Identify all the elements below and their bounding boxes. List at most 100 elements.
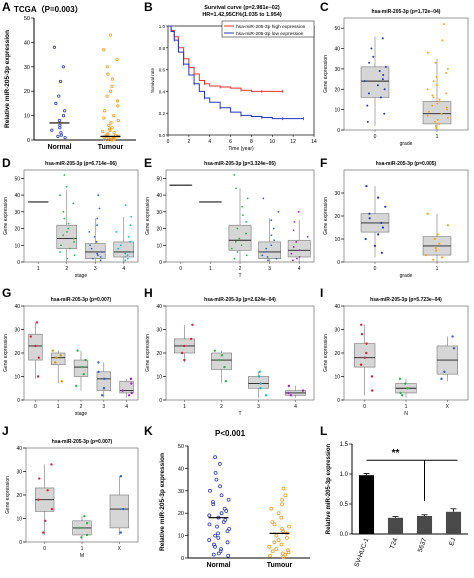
data-point: [440, 377, 443, 381]
data-point: [259, 382, 262, 385]
data-point: [219, 547, 223, 551]
panel-label-b: B: [144, 0, 153, 14]
data-point: [289, 394, 293, 397]
data-point: [270, 244, 273, 247]
data-point: [443, 370, 446, 373]
data-point: [384, 65, 387, 68]
data-point: [281, 529, 285, 534]
data-point: [262, 197, 265, 200]
data-point: [129, 377, 133, 381]
data-point: [51, 349, 54, 352]
data-point: [401, 394, 404, 397]
data-point: [274, 533, 279, 538]
data-point: [281, 554, 286, 559]
data-point: [432, 80, 435, 83]
data-point: [399, 391, 402, 395]
data-point: [110, 138, 114, 142]
x-tick-label: X: [446, 404, 450, 410]
data-point: [116, 104, 120, 108]
data-point: [287, 384, 291, 388]
y-tick-label: 0.8: [159, 46, 166, 51]
data-point: [211, 502, 216, 507]
x-tick-label: Tumour: [267, 562, 293, 569]
data-point: [130, 391, 133, 395]
panel-label-l: L: [320, 424, 328, 438]
data-point: [82, 372, 86, 376]
data-point: [436, 233, 439, 236]
data-point: [215, 524, 219, 529]
data-point: [218, 358, 221, 362]
box-iqr: [73, 359, 89, 377]
data-point: [259, 387, 262, 390]
data-point: [226, 497, 231, 502]
data-point: [257, 375, 261, 378]
x-tick-label: 0: [363, 404, 366, 410]
data-point: [115, 57, 119, 62]
y-tick-label: 50: [24, 16, 30, 22]
data-point: [384, 205, 387, 208]
chart-h: 0 10 20 30 40 Gene expression hsa-miR-205-3p (…: [145, 297, 315, 417]
data-point: [97, 370, 100, 373]
data-point: [283, 552, 288, 557]
y-tick-label: 0: [19, 540, 22, 546]
y-tick-label: 30: [24, 65, 30, 71]
x-tick-label: Tumour: [98, 144, 124, 151]
panel-c: 0 10 20 30 40 50 Gene expression hsa-miR-205-3p…: [318, 0, 474, 154]
data-point: [438, 100, 441, 103]
y-tick-label: 10: [14, 375, 20, 381]
x-tick-label: Normal: [47, 144, 71, 151]
x-tick-label: 6: [229, 139, 232, 145]
data-point: [117, 247, 120, 250]
data-point: [360, 333, 364, 336]
y-tick-label: 40: [14, 304, 20, 310]
data-point: [293, 220, 296, 223]
data-point: [108, 33, 112, 37]
x-tick-label: 2: [65, 266, 68, 272]
chart-subtitle: HR=1.42,95CI%(1.035 to 1.954): [202, 12, 282, 18]
y-tick-label: 30: [178, 489, 184, 495]
data-point: [105, 65, 109, 69]
data-point: [60, 244, 62, 247]
panel-label-f: F: [320, 156, 328, 170]
panel-f: 0 10 20 30 Gene expression hsa-miR-205-3p (p=…: [318, 156, 474, 284]
data-point: [280, 502, 284, 507]
data-point: [56, 134, 60, 138]
data-point: [130, 251, 133, 253]
x-tick-label: 2: [80, 404, 83, 410]
data-point: [97, 361, 100, 364]
data-point: [225, 540, 230, 545]
data-point: [359, 363, 363, 366]
data-point: [54, 361, 57, 364]
data-point: [58, 126, 62, 130]
y-tick-label: 20: [14, 351, 20, 357]
data-point: [98, 207, 101, 210]
data-point: [180, 351, 184, 355]
data-point: [406, 387, 409, 390]
box-iqr: [109, 494, 129, 529]
box-iqr: [258, 241, 282, 259]
data-point: [435, 249, 438, 252]
chart-title: hsa-miR-205-3p (p=0.007): [51, 297, 112, 303]
y-tick-label: 0: [337, 260, 340, 266]
data-point: [220, 354, 224, 357]
y-tick-label: 30: [14, 210, 20, 216]
y-tick-label: 20: [24, 89, 30, 95]
data-point: [283, 493, 288, 498]
y-tick-label: 20: [14, 227, 20, 233]
data-point: [213, 470, 218, 475]
data-point: [436, 118, 439, 121]
data-point: [235, 187, 237, 190]
data-point: [272, 227, 275, 230]
y-tick-label: 30: [156, 328, 162, 334]
data-point: [59, 133, 63, 137]
x-axis-label: M: [80, 553, 84, 559]
y-tick-label: 40: [14, 193, 20, 199]
data-point: [445, 106, 448, 109]
panel-a: 0 10 20 30 40 50 Relative miR-205-3p expressio…: [0, 0, 142, 154]
panel-g: 0 10 20 30 40 Gene expression hsa-miR-205-3p (…: [0, 286, 142, 422]
data-point: [218, 484, 222, 489]
data-point: [115, 99, 120, 103]
data-point: [245, 232, 247, 235]
